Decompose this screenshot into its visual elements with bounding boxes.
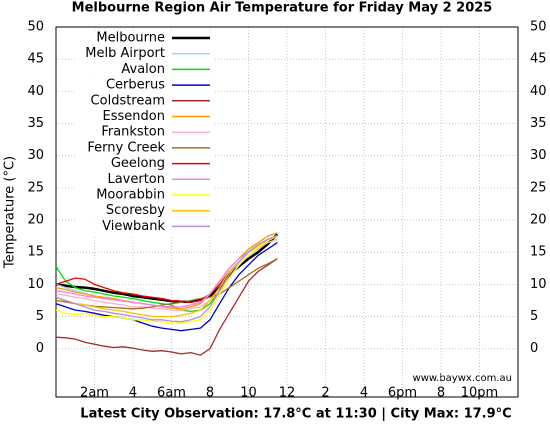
y-tick-label: 50 (27, 20, 44, 35)
y-tick-label: 40 (27, 84, 44, 99)
x-tick-label: 12 (279, 386, 296, 401)
y-tick-label: 5 (36, 309, 44, 324)
legend-bg (76, 219, 214, 236)
chart-title: Melbourne Region Air Temperature for Fri… (72, 1, 493, 16)
legend-bg (76, 93, 214, 110)
y-tick-label-right: 25 (530, 180, 547, 195)
legend-label: Viewbank (102, 219, 165, 234)
legend-bg (76, 172, 214, 188)
legend-bg (76, 188, 214, 204)
legend-label: Geelong (111, 156, 165, 171)
y-tick-label: 15 (27, 245, 44, 260)
series-line (55, 258, 278, 356)
y-tick-label: 20 (27, 213, 44, 228)
x-tick-label: 8 (437, 386, 445, 401)
legend-bg (76, 62, 214, 79)
series-line (55, 242, 278, 332)
footer: Latest City Observation: 17.8°C at 11:30… (80, 407, 511, 422)
y-tick-label: 45 (27, 52, 44, 67)
y-tick-label: 25 (27, 180, 44, 195)
x-tick-label: 4 (360, 386, 368, 401)
legend-bg (76, 125, 214, 141)
series-line (55, 235, 278, 323)
legend-label: Moorabbin (96, 188, 165, 203)
legend-bg (76, 31, 214, 47)
y-tick-label: 35 (27, 116, 44, 131)
series-line (55, 232, 278, 310)
legend-bg (76, 46, 214, 63)
y-axis-label: Temperature (°C) (3, 156, 18, 269)
y-tick-label-right: 50 (530, 20, 547, 35)
legend-bg (76, 203, 214, 220)
x-tick-label: 10pm (461, 386, 498, 401)
x-tick-label: 2am (80, 386, 109, 401)
y-tick-label-right: 0 (530, 341, 538, 356)
series-line (55, 235, 278, 324)
series-line (55, 233, 279, 304)
y-tick-label: 0 (36, 341, 44, 356)
x-tick-label: 2 (321, 386, 329, 401)
x-tick-label: 6am (157, 386, 186, 401)
legend-bg (76, 109, 214, 126)
series-line (55, 235, 278, 308)
legend-label: Laverton (107, 172, 165, 187)
legend-label: Avalon (121, 62, 165, 77)
legend-label: Essendon (103, 109, 165, 124)
y-tick-label-right: 40 (530, 84, 547, 99)
y-tick-label-right: 15 (530, 245, 547, 260)
legend-bg (76, 156, 214, 173)
y-tick-label: 10 (27, 277, 44, 292)
legend-label: Scoresby (106, 203, 165, 218)
y-tick-label-right: 5 (530, 309, 538, 324)
legend-label: Melbourne (96, 31, 165, 46)
x-tick-label: 4 (129, 386, 137, 401)
y-tick-label-right: 10 (530, 277, 547, 292)
legend-bg (76, 78, 214, 94)
x-tick-label: 8 (206, 386, 214, 401)
y-tick-label-right: 20 (530, 213, 547, 228)
x-tick-label: 6pm (388, 386, 417, 401)
y-tick-label-right: 30 (530, 148, 547, 163)
legend-label: Frankston (101, 125, 165, 140)
legend-label: Ferny Creek (87, 140, 165, 155)
credit: www.baywx.com.au (413, 373, 512, 384)
legend-bg (76, 140, 214, 157)
legend-label: Cerberus (106, 78, 165, 93)
y-tick-label: 30 (27, 148, 44, 163)
y-tick-label-right: 45 (530, 52, 547, 67)
y-tick-label-right: 35 (530, 116, 547, 131)
plot-frame (55, 26, 519, 398)
x-tick-label: 10 (240, 386, 257, 401)
legend-label: Melb Airport (85, 46, 165, 61)
legend-label: Coldstream (91, 93, 165, 108)
